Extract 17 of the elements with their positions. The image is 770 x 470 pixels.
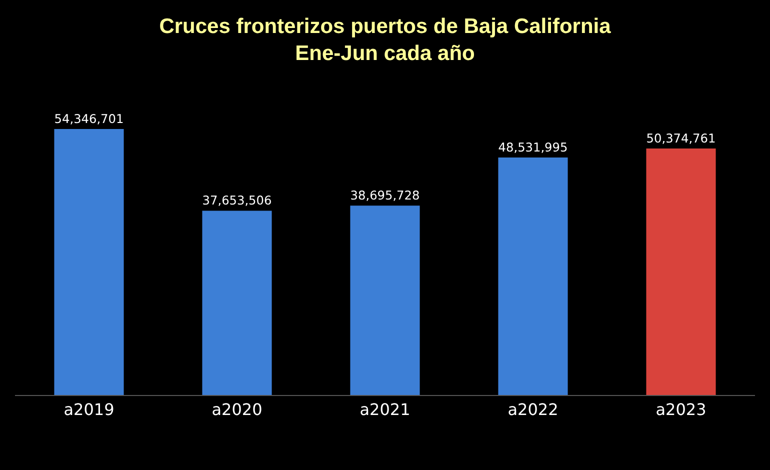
x-tick-label: a2021: [360, 400, 410, 420]
chart-subtitle: Ene-Jun cada año: [295, 42, 475, 66]
x-tick-label: a2022: [508, 400, 558, 420]
x-tick-label: a2023: [656, 400, 706, 420]
data-label: 50,374,761: [646, 131, 716, 146]
data-label: 37,653,506: [202, 194, 272, 208]
data-label: 38,695,728: [350, 188, 420, 203]
bar: [202, 210, 272, 395]
chart-title: Cruces fronterizos puertos de Baja California: [159, 14, 612, 38]
x-tick-label: a2019: [64, 400, 114, 420]
data-label: 48,531,995: [498, 140, 568, 154]
bar: [498, 157, 568, 395]
bar: [350, 206, 420, 395]
bar: [646, 148, 716, 395]
data-label: 54,346,701: [54, 112, 124, 126]
bar: [54, 129, 124, 395]
x-tick-label: a2020: [212, 400, 262, 420]
